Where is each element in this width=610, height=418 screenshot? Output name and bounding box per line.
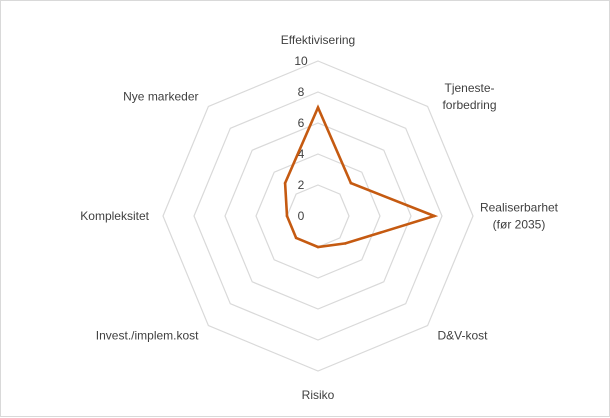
category-label-6: Kompleksitet	[80, 209, 149, 223]
category-label-3: D&V-kost	[438, 329, 489, 343]
category-label-layer: Effektivisering Tjeneste-forbedring Realis…	[80, 33, 558, 402]
data-point-5	[294, 236, 298, 240]
grid-layer	[162, 60, 474, 372]
category-label-0: Effektivisering	[281, 33, 355, 47]
category-label-4: Risiko	[302, 388, 335, 402]
tick-label-8: 8	[298, 85, 305, 99]
tick-label-10: 10	[294, 54, 308, 68]
grid-ring-4	[255, 153, 381, 279]
data-point-3	[344, 242, 347, 245]
tick-label-2: 2	[298, 178, 305, 192]
category-label-5: Invest./implem.kost	[96, 329, 199, 343]
grid-ring-8	[193, 91, 443, 341]
data-point-0	[316, 106, 320, 109]
grid-ring-6	[224, 122, 412, 310]
category-label-2: Realiserbarhet (før 2035)	[480, 201, 559, 232]
data-point-2	[433, 214, 436, 218]
tick-label-0: 0	[298, 209, 305, 223]
tick-label-layer: 0 2 4 6 8 10	[294, 54, 308, 223]
data-point-1	[349, 181, 353, 185]
series-line-0	[283, 104, 439, 249]
series-layer	[283, 104, 439, 249]
category-label-1: Tjeneste-forbedring	[442, 81, 496, 112]
data-point-4	[316, 245, 320, 249]
data-point-7	[283, 181, 287, 185]
tick-label-6: 6	[298, 116, 305, 130]
data-point-6	[285, 214, 289, 218]
category-label-7: Nye markeder	[123, 90, 198, 104]
tick-label-4: 4	[298, 147, 305, 161]
grid-ring-10	[162, 60, 474, 372]
